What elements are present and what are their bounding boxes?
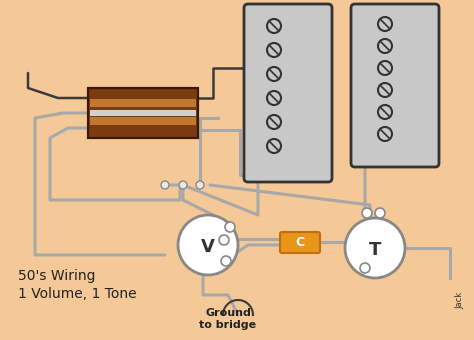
Circle shape [225, 222, 235, 232]
Text: 50's Wiring: 50's Wiring [18, 269, 95, 283]
Circle shape [179, 181, 187, 189]
Bar [90, 126, 196, 134]
Bar [90, 110, 196, 116]
Circle shape [375, 208, 385, 218]
FancyBboxPatch shape [244, 4, 332, 182]
Circle shape [221, 256, 231, 266]
Bar [90, 99, 196, 107]
FancyBboxPatch shape [351, 4, 439, 167]
Circle shape [362, 208, 372, 218]
FancyBboxPatch shape [280, 232, 320, 253]
Circle shape [178, 215, 238, 275]
Text: T: T [369, 241, 381, 259]
Text: Ground: Ground [205, 308, 251, 318]
Circle shape [161, 181, 169, 189]
Bar [88, 88, 198, 138]
Text: 1 Volume, 1 Tone: 1 Volume, 1 Tone [18, 287, 137, 301]
Circle shape [219, 235, 229, 245]
Circle shape [196, 181, 204, 189]
Bar [90, 90, 196, 98]
Text: to bridge: to bridge [200, 320, 256, 330]
Bar [88, 88, 198, 138]
Bar [90, 117, 196, 125]
Text: V: V [201, 238, 215, 256]
Bar [90, 108, 196, 116]
Text: Jack: Jack [455, 291, 464, 309]
Circle shape [360, 263, 370, 273]
Circle shape [345, 218, 405, 278]
Text: C: C [295, 237, 305, 250]
